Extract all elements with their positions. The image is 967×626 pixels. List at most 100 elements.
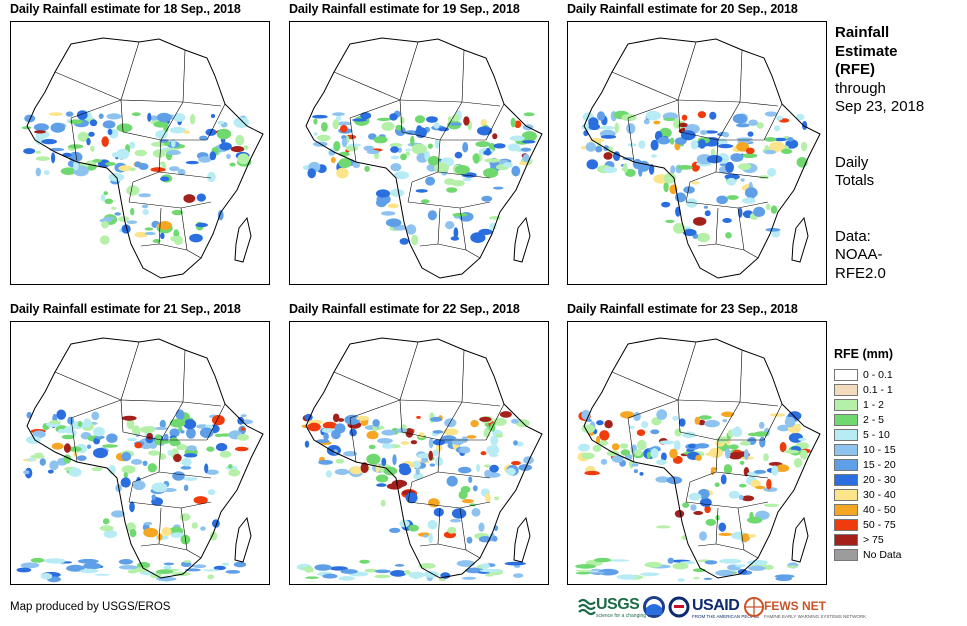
country-border: [128, 481, 134, 503]
usgs-wordmark: USGS: [596, 596, 640, 613]
panel-title: Daily Rainfall estimate for 18 Sep., 201…: [10, 2, 241, 16]
country-border: [697, 243, 717, 247]
country-border: [182, 349, 186, 403]
country-border: [401, 131, 441, 141]
rfe-title-line: Estimate: [835, 42, 898, 60]
country-border: [158, 171, 212, 179]
country-border: [120, 399, 124, 433]
rainfall-map-panel-20-sep: Daily Rainfall estimate for 20 Sep., 201…: [567, 2, 827, 285]
legend-label: 20 - 30: [863, 473, 896, 486]
legend-swatch: [834, 443, 858, 456]
country-border: [160, 101, 184, 141]
country-border: [737, 201, 769, 209]
madagascar-coastline: [791, 216, 809, 263]
country-border: [717, 401, 741, 441]
country-border: [122, 131, 162, 141]
country-border: [689, 171, 717, 183]
country-border: [459, 507, 467, 551]
country-border: [677, 99, 681, 133]
country-border: [180, 207, 188, 251]
country-border: [437, 171, 491, 179]
country-border: [437, 507, 441, 545]
africa-coastline: [583, 337, 821, 579]
country-border: [158, 243, 188, 251]
panel-title: Daily Rainfall estimate for 19 Sep., 201…: [289, 2, 520, 16]
country-border: [461, 101, 501, 107]
panel-title: Daily Rainfall estimate for 22 Sep., 201…: [289, 302, 520, 316]
usaid-wordmark: USAID: [692, 597, 740, 614]
country-border: [407, 201, 461, 209]
legend-swatch: [834, 518, 858, 531]
legend-swatch: [834, 503, 858, 516]
legend-swatch: [834, 383, 858, 396]
country-border: [685, 501, 739, 509]
rainfall-cells: [21, 109, 252, 245]
panel-title: Daily Rainfall estimate for 20 Sep., 201…: [567, 2, 798, 16]
country-border: [120, 99, 124, 133]
rainfall-map-panel-19-sep: Daily Rainfall estimate for 19 Sep., 201…: [289, 2, 549, 285]
country-border: [627, 99, 679, 119]
country-border: [485, 403, 505, 441]
rfe-legend: RFE (mm) 0 - 0.1 0.1 - 1 1 - 2 2 - 5 5 - 10 1…: [834, 347, 954, 562]
legend-swatch: [834, 368, 858, 381]
country-border: [407, 501, 461, 509]
country-border: [439, 101, 463, 141]
country-border: [627, 417, 635, 463]
legend-item: 40 - 50: [834, 502, 954, 517]
country-border: [461, 401, 501, 407]
africa-coastline: [305, 337, 543, 579]
country-border: [459, 201, 491, 209]
madagascar-coastline: [234, 516, 252, 563]
country-border: [54, 371, 122, 401]
rainfall-map: [10, 321, 270, 585]
rainfall-map: [567, 321, 827, 585]
legend-item: 0 - 0.1: [834, 367, 954, 382]
country-border: [677, 341, 697, 401]
legend-label: 30 - 40: [863, 488, 896, 501]
legend-swatch: [834, 548, 858, 561]
country-border: [485, 103, 505, 141]
africa-map-svg: [16, 337, 264, 583]
country-border: [182, 401, 222, 407]
country-border: [737, 207, 745, 251]
country-border: [349, 399, 401, 419]
country-border: [120, 99, 184, 103]
map-description: Rainfall Estimate (RFE) through Sep 23, …: [835, 24, 965, 283]
usgs-wave-icon: [578, 598, 596, 616]
rainfall-map-panel-23-sep: Daily Rainfall estimate for 23 Sep., 201…: [567, 302, 827, 585]
country-border: [70, 399, 122, 419]
rainfall-map-panel-21-sep: Daily Rainfall estimate for 21 Sep., 201…: [10, 302, 270, 585]
country-border: [158, 139, 162, 173]
country-border: [180, 501, 212, 509]
country-border: [186, 249, 202, 259]
country-border: [677, 399, 741, 403]
country-border: [349, 117, 357, 163]
country-border: [158, 471, 212, 479]
usgs-logo: USGS science for a changing world: [578, 592, 659, 622]
country-border: [399, 99, 463, 103]
fews-tagline: FAMINE EARLY WARNING SYSTEMS NETWORK: [764, 614, 867, 619]
country-border: [437, 439, 441, 473]
legend-item: 15 - 20: [834, 457, 954, 472]
country-border: [627, 399, 679, 419]
country-border: [437, 243, 467, 251]
country-border: [407, 181, 413, 203]
africa-coastline: [305, 37, 543, 279]
country-border: [399, 341, 419, 401]
africa-map-svg: [574, 337, 821, 582]
country-border: [70, 99, 122, 119]
country-border: [715, 243, 745, 251]
country-border: [411, 471, 439, 483]
legend-item: 2 - 5: [834, 412, 954, 427]
country-border: [737, 507, 745, 551]
rainfall-map: [10, 21, 270, 285]
legend-item: 20 - 30: [834, 472, 954, 487]
country-border: [158, 507, 162, 545]
legend-item: > 75: [834, 532, 954, 547]
panel-title: Daily Rainfall estimate for 23 Sep., 201…: [567, 302, 798, 316]
panel-title: Daily Rainfall estimate for 21 Sep., 201…: [10, 302, 241, 316]
country-border: [611, 371, 679, 401]
country-border: [140, 543, 160, 547]
country-border: [437, 139, 441, 173]
country-border: [401, 431, 441, 441]
